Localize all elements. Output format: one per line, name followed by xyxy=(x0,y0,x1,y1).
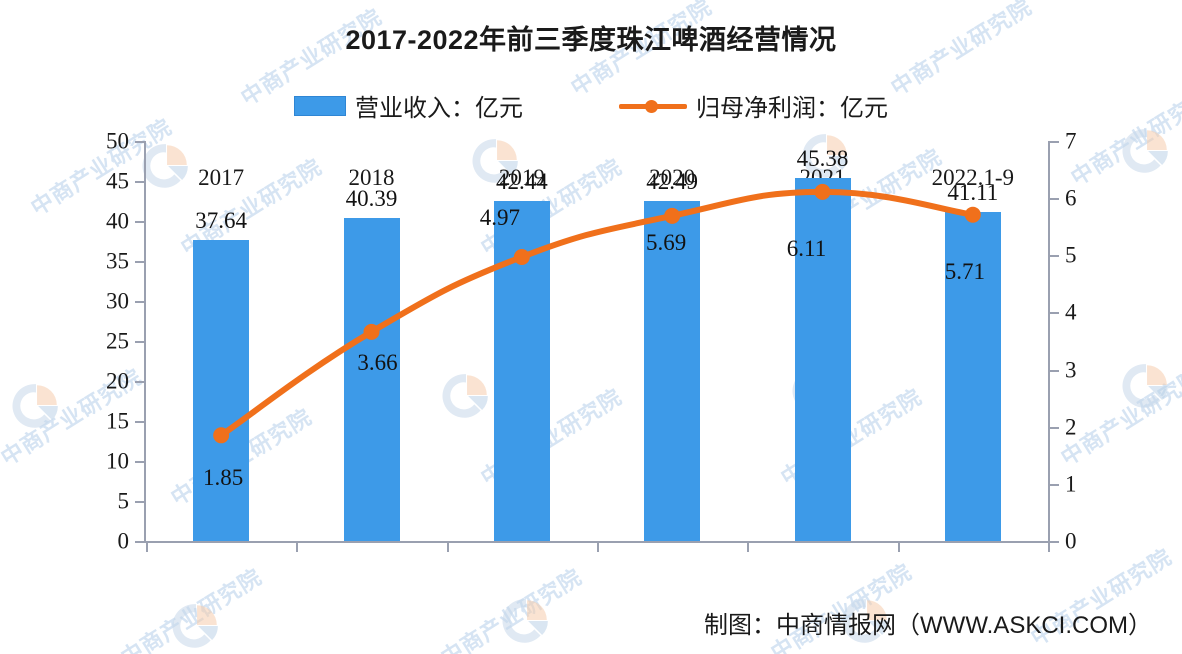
bar-2022.1-9[interactable] xyxy=(944,212,1001,541)
left-axis-tick-label: 25 xyxy=(106,328,129,354)
legend-item-revenue[interactable]: 营业收入：亿元 xyxy=(294,88,523,123)
left-axis-tick-label: 5 xyxy=(117,488,130,514)
left-axis-tick xyxy=(135,381,144,383)
x-axis-tick xyxy=(747,543,750,552)
left-axis-tick-label: 35 xyxy=(106,248,129,274)
left-axis-tick-label: 15 xyxy=(106,408,129,434)
left-axis-tick-label: 20 xyxy=(106,368,129,394)
watermark-logo-icon xyxy=(10,380,62,432)
right-axis-tick-label: 1 xyxy=(1065,471,1077,497)
watermark-text: 中商产业研究院 xyxy=(436,564,587,654)
line-series-svg xyxy=(213,183,981,444)
plot-area: 0 5 10 15 20 25 30 35 40 45 50 0 1 2 3 4 5 6 7 2017 2018 2019… xyxy=(106,130,1077,553)
right-axis-tick-label: 2 xyxy=(1065,414,1077,440)
line-value-label: 6.11 xyxy=(786,235,827,261)
watermark-logo-icon xyxy=(1120,125,1172,177)
legend-bar-swatch-icon xyxy=(294,95,346,116)
bar-value-label: 37.64 xyxy=(195,207,248,233)
bar-2017[interactable] xyxy=(193,239,250,541)
left-axis-tick xyxy=(135,221,144,223)
line-value-label: 5.69 xyxy=(646,229,687,255)
right-axis-tick xyxy=(1050,541,1059,543)
left-axis-tick xyxy=(135,421,144,423)
bar-2018[interactable] xyxy=(343,217,400,541)
bar-2021[interactable] xyxy=(794,177,851,541)
left-axis-tick xyxy=(135,301,144,303)
x-axis-tick xyxy=(1048,543,1050,552)
left-axis-tick-label: 10 xyxy=(106,448,129,474)
left-axis-tick-label: 30 xyxy=(106,288,129,314)
chart-credit: 制图：中商情报网（WWW.ASKCI.COM） xyxy=(704,612,1152,639)
watermark-text: 中商产业研究院 xyxy=(116,564,267,654)
bar-value-label: 40.39 xyxy=(345,185,398,211)
legend-line-swatch-icon xyxy=(619,96,687,116)
line-value-label: 3.66 xyxy=(357,349,398,375)
x-axis-tick xyxy=(597,543,599,552)
right-axis-line xyxy=(1048,141,1050,541)
line-marker-2022.1-9[interactable] xyxy=(964,206,981,223)
left-axis-tick-label: 0 xyxy=(117,528,130,554)
x-axis-category-label: 2020 xyxy=(649,165,696,190)
right-axis-tick xyxy=(1050,312,1059,315)
legend-label-revenue: 营业收入：亿元 xyxy=(355,95,523,122)
left-axis-tick-label: 40 xyxy=(106,208,129,234)
x-axis-tick xyxy=(897,543,900,552)
bottom-axis-line xyxy=(144,541,1050,543)
left-axis-line xyxy=(144,141,146,541)
right-axis-tick xyxy=(1050,426,1059,429)
line-value-label: 4.97 xyxy=(479,205,520,230)
left-axis-tick xyxy=(135,261,144,263)
watermark-logo-icon xyxy=(170,600,222,652)
net-profit-line xyxy=(218,188,976,439)
line-marker-2021[interactable] xyxy=(814,183,831,200)
line-marker-2018[interactable] xyxy=(363,323,380,340)
bar-value-label: 42.44 xyxy=(495,169,548,195)
line-value-label: 1.85 xyxy=(203,465,244,491)
line-marker-2020[interactable] xyxy=(664,207,681,224)
left-axis-tick-label: 45 xyxy=(106,168,129,194)
bar-2020[interactable] xyxy=(644,201,701,541)
watermark-logo-icon xyxy=(500,595,552,647)
right-axis-tick-label: 5 xyxy=(1065,242,1077,268)
watermark-logo-icon xyxy=(1120,360,1172,412)
left-axis-tick xyxy=(135,461,144,463)
bar-value-label: 41.11 xyxy=(947,180,999,206)
x-axis-category-label: 2022.1-9 xyxy=(931,165,1015,190)
x-axis-category-label: 2017 xyxy=(198,165,245,190)
x-axis-category-label: 2018 xyxy=(348,165,395,190)
chart-legend: 营业收入：亿元 归母净利润：亿元 xyxy=(0,88,1182,123)
right-axis-tick-label: 7 xyxy=(1065,128,1077,154)
right-axis-tick xyxy=(1050,198,1059,201)
right-axis-tick xyxy=(1050,483,1059,486)
left-axis-tick xyxy=(135,501,144,503)
left-axis-tick xyxy=(135,141,144,143)
line-marker-2019[interactable] xyxy=(513,249,530,265)
x-axis-tick xyxy=(146,543,148,552)
right-axis-tick-label: 4 xyxy=(1065,299,1077,325)
line-marker-2017[interactable] xyxy=(213,427,230,444)
left-axis-tick xyxy=(135,341,144,343)
right-axis-tick xyxy=(1050,141,1059,143)
right-axis-tick xyxy=(1050,255,1059,258)
left-axis-tick-label: 50 xyxy=(106,128,129,154)
left-axis-tick xyxy=(135,541,144,543)
left-axis-tick xyxy=(135,181,144,183)
right-axis-tick xyxy=(1050,369,1059,372)
bar-value-label: 45.38 xyxy=(796,145,849,171)
x-axis-tick xyxy=(446,543,449,552)
right-axis-tick-label: 6 xyxy=(1065,185,1077,211)
bar-value-label: 42.49 xyxy=(646,169,699,195)
right-axis-tick-label: 3 xyxy=(1065,357,1077,383)
chart-title: 2017-2022年前三季度珠江啤酒经营情况 xyxy=(345,25,837,55)
legend-item-net-profit[interactable]: 归母净利润：亿元 xyxy=(619,88,888,123)
right-axis-tick-label: 0 xyxy=(1065,528,1077,554)
legend-label-net-profit: 归母净利润：亿元 xyxy=(696,95,888,122)
line-value-label: 5.71 xyxy=(944,258,985,284)
x-axis-tick xyxy=(296,543,299,552)
